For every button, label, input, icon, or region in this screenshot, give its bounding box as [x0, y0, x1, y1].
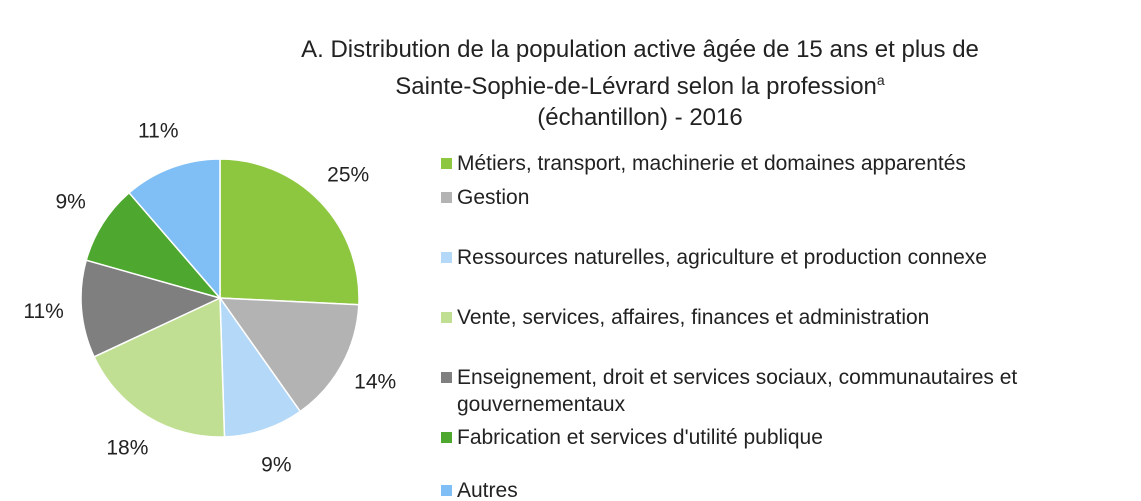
data-label: 11%	[138, 120, 178, 143]
legend-item: Métiers, transport, machinerie et domain…	[441, 150, 1141, 177]
pie-slice	[93, 296, 226, 438]
legend-label: Autres	[457, 479, 518, 501]
pie-slice	[219, 158, 360, 306]
title-line: A. Distribution de la population active …	[301, 36, 979, 63]
legend-swatch	[441, 432, 452, 443]
legend-label: Ressources naturelles, agriculture et pr…	[457, 246, 987, 269]
legend-swatch	[441, 158, 452, 169]
data-label: 9%	[261, 453, 291, 476]
legend-item: Ressources naturelles, agriculture et pr…	[441, 244, 1141, 271]
legend-label: Métiers, transport, machinerie et domain…	[457, 152, 966, 175]
title-line: (échantillon) - 2016	[537, 104, 743, 131]
data-label: 25%	[327, 163, 369, 186]
legend-swatch	[441, 372, 452, 383]
data-label: 14%	[354, 371, 396, 394]
legend-item: Vente, services, affaires, finances et a…	[441, 304, 1141, 331]
data-label: 9%	[55, 191, 85, 214]
legend-swatch	[441, 252, 452, 263]
legend-item: Fabrication et services d'utilité publiq…	[441, 424, 1141, 451]
pie-slice	[128, 158, 221, 301]
legend-label: Gestion	[457, 186, 530, 209]
title-line: Sainte-Sophie-de-Lévrard selon la profes…	[140, 65, 1140, 102]
chart-title: A. Distribution de la population active …	[140, 34, 1140, 133]
legend-swatch	[441, 485, 452, 496]
title-text: Sainte-Sophie-de-Lévrard selon la profes…	[395, 73, 877, 100]
legend-swatch	[441, 192, 452, 203]
pie-slice	[85, 191, 223, 300]
title-superscript: a	[876, 72, 885, 88]
legend-item: Enseignement, droit et services sociaux,…	[441, 364, 1141, 418]
data-label: 11%	[23, 300, 63, 323]
pie-slice	[218, 297, 360, 413]
pie-slice	[80, 259, 223, 358]
legend-label: Vente, services, affaires, finances et a…	[457, 306, 930, 329]
data-label: 18%	[106, 436, 148, 459]
legend-swatch	[441, 312, 452, 323]
legend-label: Enseignement, droit et services sociaux,…	[457, 366, 1018, 416]
legend-item: Autres	[441, 477, 1141, 501]
legend-label: Fabrication et services d'utilité publiq…	[457, 426, 823, 449]
legend-item: Gestion	[441, 184, 1141, 211]
pie-slice	[219, 295, 302, 438]
